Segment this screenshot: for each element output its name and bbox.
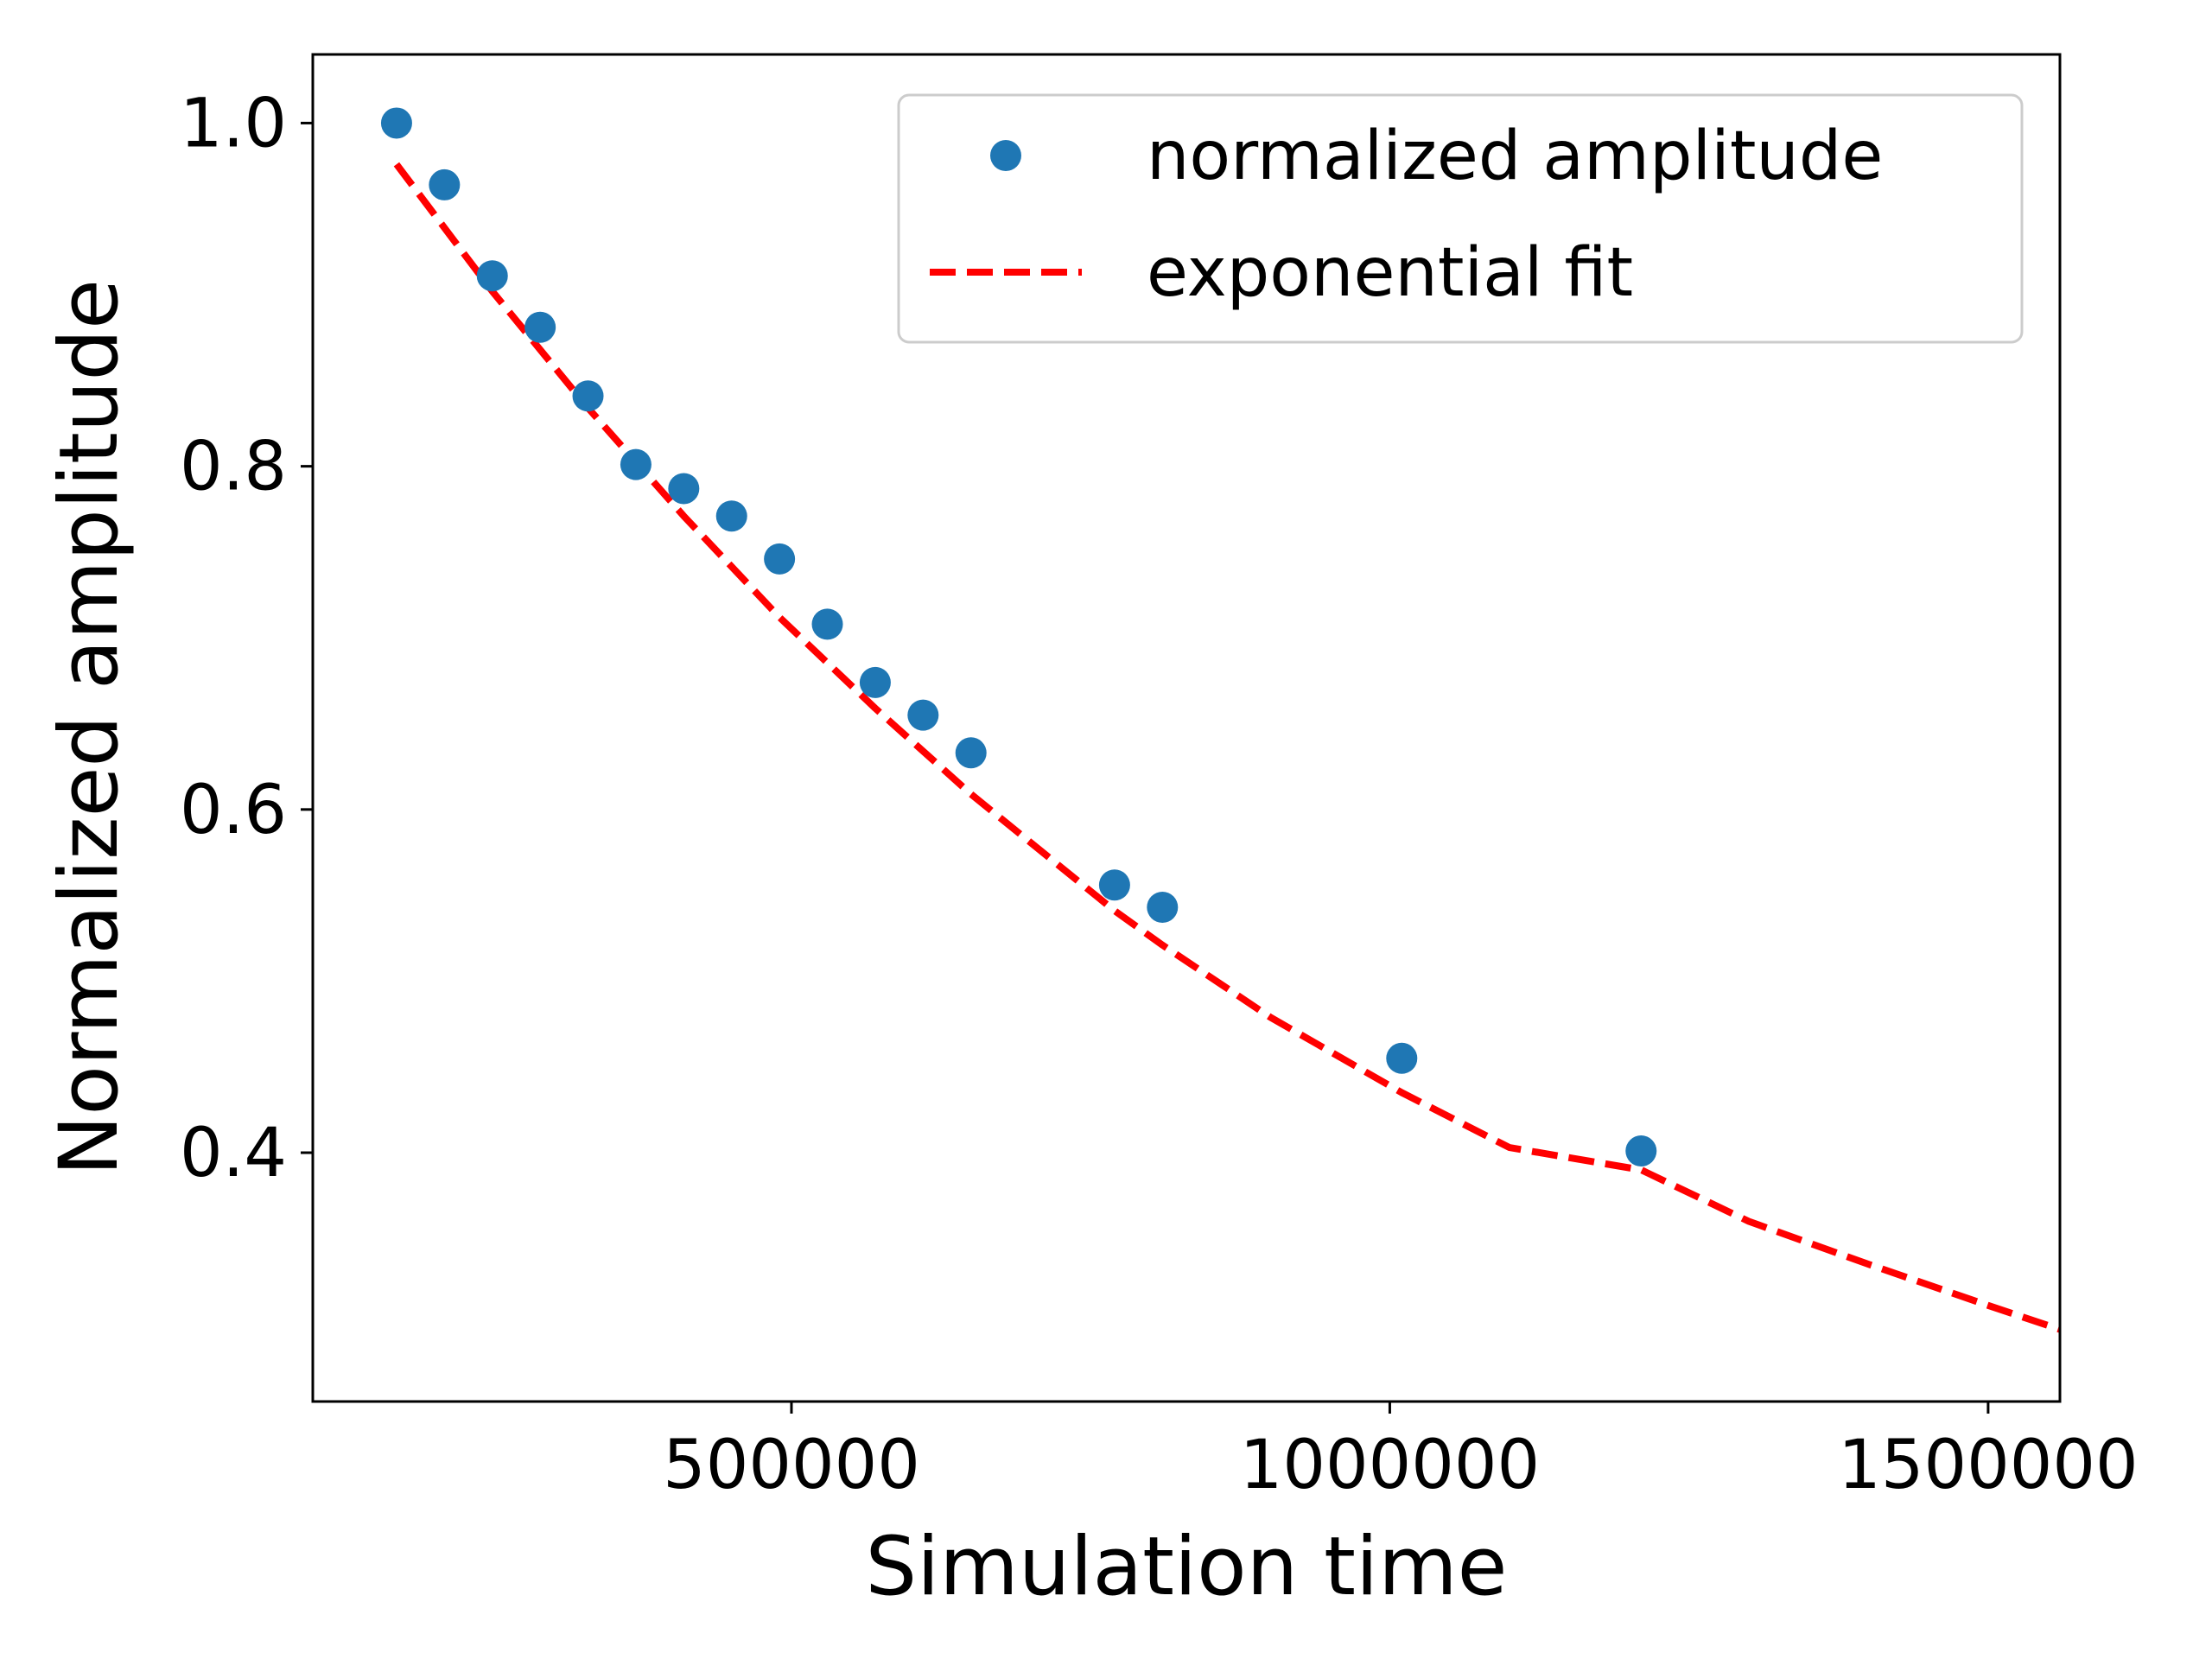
- x-axis-label: Simulation time: [866, 1520, 1508, 1614]
- data-point: [1386, 1042, 1418, 1074]
- legend: normalized amplitude exponential fit: [897, 93, 2024, 344]
- y-axis-label: Normalized amplitude: [42, 279, 137, 1176]
- data-point: [1147, 892, 1179, 924]
- data-point: [715, 500, 747, 532]
- axes-frame: [311, 53, 2062, 1403]
- y-tick-label: 1.0: [180, 85, 287, 162]
- data-point: [429, 168, 461, 200]
- legend-label-normalized-amplitude: normalized amplitude: [1147, 118, 1883, 195]
- x-tick-label: 1000000: [1240, 1427, 1540, 1504]
- data-point: [380, 107, 412, 139]
- x-tick-label: 1500000: [1838, 1427, 2138, 1504]
- y-tick-label: 0.8: [180, 429, 287, 506]
- data-point: [620, 448, 652, 480]
- data-point: [1625, 1135, 1657, 1167]
- data-point: [907, 699, 939, 731]
- data-point: [524, 311, 556, 343]
- y-tick-label: 0.6: [180, 772, 287, 849]
- data-point: [955, 737, 987, 769]
- plot-area: [380, 107, 2060, 1333]
- legend-marker-normalized-amplitude: [990, 140, 1021, 171]
- legend-label-exponential-fit: exponential fit: [1147, 234, 1633, 312]
- y-tick-label: 0.4: [180, 1115, 287, 1192]
- x-tick-label: 500000: [663, 1427, 920, 1504]
- data-point: [476, 260, 508, 292]
- axis-ticks: 500000 1000000 1500000 0.4 0.6 0.8 1.0: [180, 85, 2139, 1504]
- data-point: [1098, 869, 1130, 901]
- data-point: [668, 473, 700, 505]
- data-point: [859, 666, 891, 698]
- data-point: [764, 543, 796, 575]
- legend-frame: [897, 93, 2024, 344]
- data-point: [572, 380, 604, 412]
- series-line-exponential-fit: [393, 162, 2060, 1333]
- data-point: [811, 608, 843, 640]
